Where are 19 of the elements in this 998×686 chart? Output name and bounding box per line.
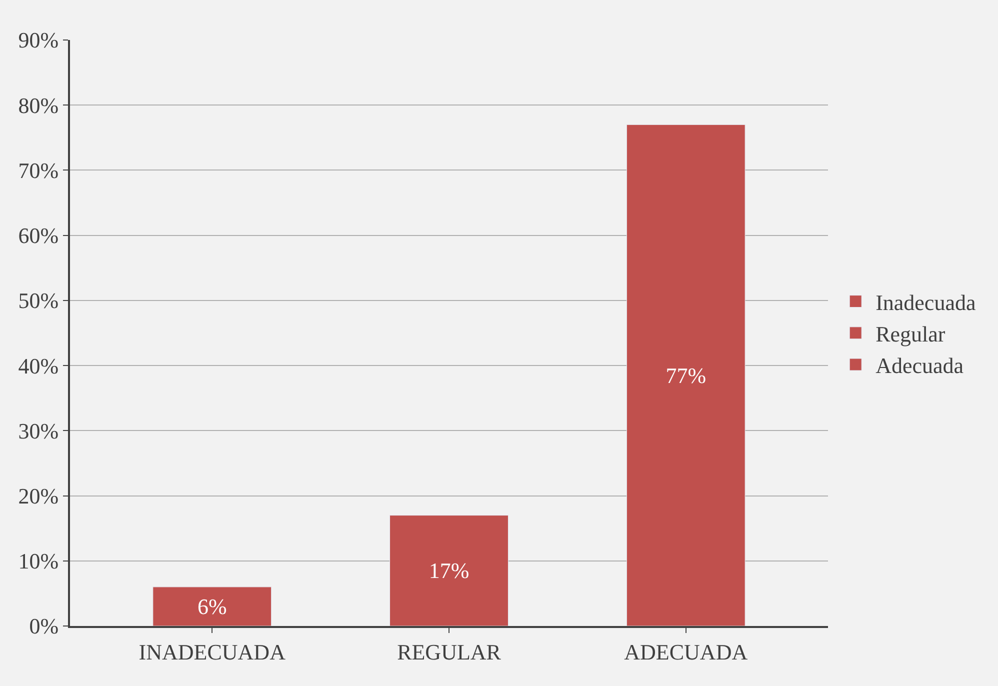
y-tick-label: 50% (18, 288, 59, 314)
data-label: 77% (666, 362, 706, 388)
y-tick-label: 70% (18, 158, 59, 183)
y-tick-label: 80% (18, 92, 59, 118)
legend-label: Regular (876, 321, 946, 346)
x-tick-label: REGULAR (397, 639, 502, 664)
legend-label: Adecuada (876, 353, 964, 378)
y-tick-label: 60% (18, 223, 59, 248)
legend-label: Inadecuada (876, 290, 976, 315)
y-tick-label: 10% (18, 548, 59, 574)
y-tick-label: 30% (18, 418, 59, 444)
x-tick-label: ADECUADA (624, 639, 748, 664)
y-tick-label: 90% (18, 28, 59, 53)
y-tick-label: 20% (18, 483, 59, 508)
y-tick-label: 40% (18, 353, 59, 378)
x-tick-label: INADECUADA (138, 639, 286, 664)
y-tick-label: 0% (29, 614, 59, 639)
data-label: 17% (428, 558, 470, 584)
data-label: 6% (197, 594, 227, 619)
